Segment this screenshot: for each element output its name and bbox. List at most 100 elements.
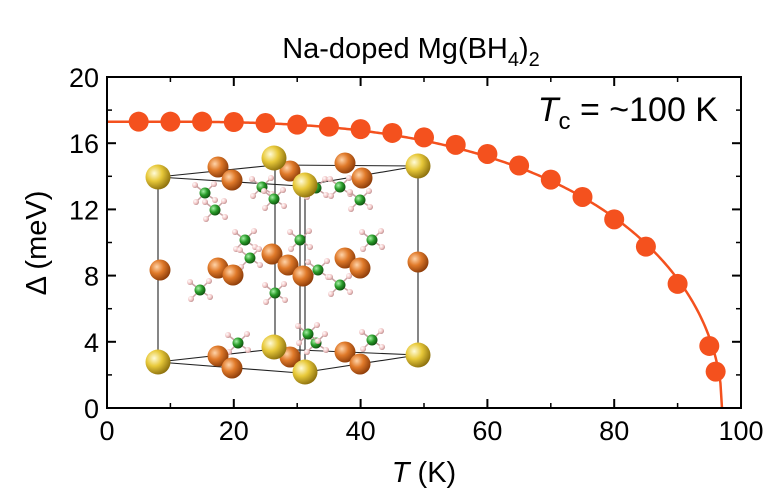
data-point	[667, 273, 688, 294]
hydrogen-atom	[322, 331, 328, 337]
data-point	[382, 122, 403, 143]
hydrogen-atom	[187, 279, 193, 285]
data-point	[223, 112, 244, 133]
hydrogen-atom	[268, 175, 274, 181]
mg-atom	[221, 169, 243, 191]
hydrogen-atom	[212, 197, 218, 203]
na-atom	[405, 153, 431, 179]
x-tick-label: 80	[599, 416, 629, 446]
boron-atom	[199, 187, 211, 199]
hydrogen-atom	[314, 322, 320, 328]
hydrogen-atom	[323, 347, 329, 353]
hydrogen-atom	[202, 199, 208, 205]
mg-atom	[334, 341, 356, 363]
hydrogen-atom	[296, 340, 302, 346]
hydrogen-atom	[379, 244, 385, 250]
data-point	[477, 143, 498, 164]
hydrogen-atom	[225, 332, 231, 338]
boron-atom	[334, 181, 346, 193]
hydrogen-atom	[193, 199, 199, 205]
mg-atom	[334, 247, 356, 269]
boron-atom	[209, 204, 221, 216]
mg-atom	[207, 156, 229, 178]
boron-atom	[244, 252, 256, 264]
hydrogen-atom	[366, 188, 372, 194]
boron-atom	[268, 193, 280, 205]
chart-title: Na-doped Mg(BH4)2	[282, 33, 540, 71]
hydrogen-atom	[281, 203, 287, 209]
data-point	[604, 209, 625, 230]
hydrogen-atom	[324, 258, 330, 264]
hydrogen-atom	[346, 175, 352, 181]
na-atom	[292, 172, 318, 198]
hydrogen-atom	[232, 229, 238, 235]
mg-atom	[261, 243, 283, 265]
hydrogen-atom	[360, 246, 366, 252]
boron-atom	[194, 284, 206, 296]
hydrogen-atom	[347, 189, 353, 195]
x-axis-label: T (K)	[392, 457, 456, 489]
hydrogen-atom	[305, 259, 311, 265]
hydrogen-atom	[245, 347, 251, 353]
mg-atom	[279, 160, 301, 182]
hydrogen-atom	[346, 273, 352, 279]
hydrogen-atom	[250, 193, 256, 199]
y-tick-label: 16	[69, 129, 99, 159]
mg-atom	[221, 357, 243, 379]
na-atom	[405, 342, 431, 368]
x-tick-label: 60	[472, 416, 502, 446]
hydrogen-atom	[378, 328, 384, 334]
hydrogen-atom	[327, 176, 333, 182]
na-atom	[145, 349, 171, 375]
hydrogen-atom	[379, 344, 385, 350]
hydrogen-atom	[207, 294, 213, 300]
hydrogen-atom	[257, 262, 263, 268]
boron-atom	[239, 234, 251, 246]
hydrogen-atom	[323, 192, 329, 198]
hydrogen-atom	[206, 278, 212, 284]
data-point	[509, 155, 530, 176]
boron-atom	[294, 234, 306, 246]
hydrogen-atom	[348, 206, 354, 212]
data-point	[414, 127, 434, 148]
boron-atom	[366, 234, 378, 246]
mg-atom	[349, 353, 371, 375]
boron-atom	[232, 337, 244, 349]
hydrogen-atom	[322, 176, 328, 182]
hydrogen-atom	[221, 198, 227, 204]
hydrogen-atom	[287, 229, 293, 235]
hydrogen-atom	[251, 228, 257, 234]
data-point	[705, 361, 726, 382]
data-point	[287, 114, 308, 135]
boron-atom	[269, 287, 281, 299]
hydrogen-atom	[378, 228, 384, 234]
hydrogen-atom	[203, 216, 209, 222]
hydrogen-atom	[359, 329, 365, 335]
y-tick-label: 12	[69, 195, 99, 225]
series-layer	[107, 111, 726, 409]
x-tick-label: 0	[99, 416, 114, 446]
crystal-structure-inset	[145, 145, 431, 385]
na-atom	[261, 145, 287, 171]
data-point	[318, 116, 339, 137]
hydrogen-atom	[328, 291, 334, 297]
hydrogen-atom	[256, 246, 262, 252]
na-atom	[145, 164, 171, 190]
mg-atom	[334, 152, 356, 174]
data-point	[128, 111, 149, 132]
hydrogen-atom	[367, 204, 373, 210]
hydrogen-atom	[249, 176, 255, 182]
axes-layer: 0 20 40 60 80 100 0 4 8 12 16 20	[69, 63, 764, 446]
mg-atom	[277, 254, 299, 276]
y-tick-label: 8	[84, 262, 99, 292]
hydrogen-atom	[315, 338, 321, 344]
data-point	[699, 335, 720, 356]
na-atom	[261, 334, 287, 360]
mg-atom	[149, 259, 171, 281]
hydrogen-atom	[262, 282, 268, 288]
hydrogen-atom	[304, 349, 310, 355]
x-tick-label: 40	[346, 416, 376, 446]
mg-atom	[349, 257, 371, 279]
x-tick-label: 100	[718, 416, 763, 446]
